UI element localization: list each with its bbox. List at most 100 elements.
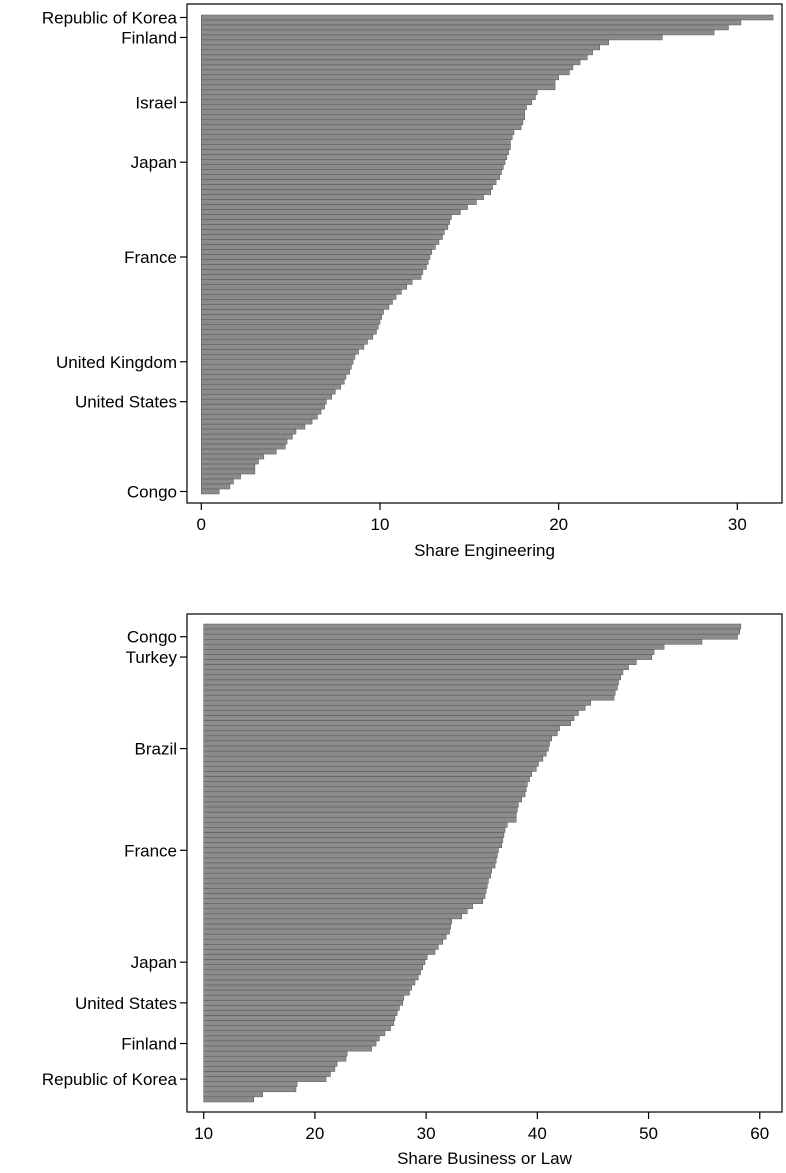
business-law-bar (203, 679, 619, 686)
business-law-bar (203, 1045, 372, 1052)
engineering-bar (201, 453, 265, 460)
business-law-x-tick-label: 60 (750, 1124, 769, 1143)
engineering-bar (201, 149, 509, 155)
business-law-bar (203, 669, 624, 676)
business-law-bar (203, 684, 618, 691)
engineering-bar (201, 264, 427, 270)
business-law-bar (203, 664, 629, 671)
engineering-x-tick-label: 10 (371, 515, 390, 534)
business-law-bar (203, 1071, 331, 1077)
engineering-bar (201, 339, 368, 345)
business-law-bar (203, 1040, 377, 1047)
engineering-bar (201, 478, 234, 485)
business-law-bar (203, 939, 444, 945)
engineering-bar (201, 29, 715, 36)
business-law-bar (203, 776, 530, 782)
engineering-bar (201, 463, 256, 470)
engineering-bar (201, 393, 332, 400)
business-law-bar (203, 1000, 404, 1006)
engineering-bar (201, 408, 322, 415)
business-law-bar (203, 842, 502, 848)
business-law-bar (203, 781, 528, 787)
business-law-bar (203, 888, 487, 894)
engineering-bar (201, 14, 774, 21)
engineering-bar (201, 473, 241, 480)
engineering-bar (201, 364, 352, 370)
business-law-bar (203, 796, 523, 803)
business-law-bar (203, 933, 447, 940)
engineering-bar (201, 428, 297, 435)
engineering-bar (201, 94, 536, 101)
engineering-category-label: Israel (135, 93, 177, 112)
engineering-bar (201, 319, 381, 325)
engineering-bar (201, 349, 359, 355)
engineering-bar (201, 398, 327, 405)
engineering-bar (201, 403, 325, 410)
engineering-bar (201, 488, 220, 495)
business-law-bar (203, 1010, 398, 1016)
engineering-x-axis-title: Share Engineering (414, 541, 555, 560)
engineering-category-label: Japan (131, 153, 177, 172)
engineering-bar (201, 274, 422, 280)
business-law-bar (203, 852, 498, 859)
engineering-bar (201, 219, 450, 225)
business-law-bar (203, 659, 637, 665)
business-law-bar (203, 740, 550, 747)
business-law-bar (203, 750, 547, 757)
business-law-category-label: Brazil (134, 740, 177, 759)
business-law-bar (203, 847, 499, 854)
engineering-bar (201, 59, 581, 66)
business-law-bar (203, 1066, 336, 1072)
engineering-bar (201, 144, 511, 150)
engineering-bar (201, 468, 256, 475)
business-law-bar (203, 623, 742, 630)
business-law-plot-frame (186, 613, 783, 1113)
business-law-x-tick-label: 20 (305, 1124, 324, 1143)
engineering-bar (201, 334, 374, 340)
engineering-bar (201, 388, 336, 395)
business-law-bar (203, 755, 544, 762)
engineering-bar (201, 54, 588, 61)
engineering-bar (201, 214, 452, 220)
business-law-bar (203, 994, 405, 1001)
business-law-category-label: Republic of Korea (42, 1070, 178, 1089)
engineering-bar (201, 344, 365, 350)
engineering-category-label: United States (75, 393, 177, 412)
business-law-bar (203, 811, 517, 818)
engineering-bar (201, 34, 663, 41)
engineering-bar (201, 204, 468, 210)
engineering-x-tick-label: 0 (197, 515, 206, 534)
business-law-x-tick-label: 30 (417, 1124, 436, 1143)
business-law-bar (203, 1005, 400, 1011)
business-law-bar (203, 1096, 254, 1103)
business-law-bar (203, 832, 505, 838)
business-law-bar (203, 715, 575, 721)
engineering-bar (201, 234, 443, 240)
engineering-bar (201, 124, 522, 131)
business-law-bar (203, 720, 571, 726)
engineering-bar (201, 99, 533, 106)
business-law-bar (203, 913, 462, 920)
engineering-bar (201, 294, 397, 300)
business-law-bar (203, 689, 616, 696)
business-law-bar (203, 1015, 396, 1021)
business-law-chart: 10 20 30 40 50 60 Share Business or Law CongoTu… (42, 613, 783, 1168)
engineering-bar (201, 329, 377, 335)
business-law-bar (203, 908, 468, 915)
engineering-category-label: Congo (127, 483, 177, 502)
engineering-bar (201, 24, 729, 31)
business-law-bars (203, 623, 742, 1103)
engineering-bar (201, 239, 440, 245)
engineering-bar (201, 374, 347, 380)
engineering-bar (201, 423, 306, 430)
engineering-bar (201, 289, 402, 295)
business-law-bar (203, 705, 586, 711)
business-law-bar (203, 761, 539, 767)
business-law-bar (203, 1020, 395, 1026)
engineering-bar (201, 314, 383, 320)
engineering-category-label: United Kingdom (56, 353, 177, 372)
engineering-bar (201, 229, 445, 235)
engineering-bar (201, 254, 431, 260)
business-law-category-label: Finland (121, 1035, 177, 1054)
engineering-bar (201, 448, 277, 455)
